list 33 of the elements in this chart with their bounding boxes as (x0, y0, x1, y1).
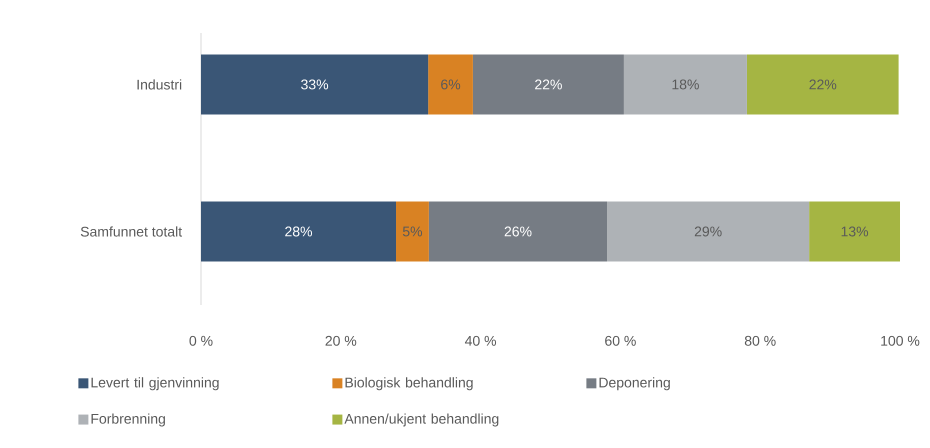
legend-label: Levert til gjenvinning (92, 377, 219, 390)
bar (201, 54, 428, 114)
data-label: 5% (402, 226, 422, 236)
legend-label: Forbrenning (92, 413, 165, 426)
bar (472, 54, 624, 114)
bar (746, 54, 899, 114)
y-tick-label: Industri (138, 79, 182, 90)
data-label: 13% (842, 226, 868, 236)
legend-label: Deponering (600, 377, 670, 390)
x-tick-label: 100 % (881, 336, 920, 346)
data-label: 29% (694, 226, 722, 236)
data-label: 33% (301, 79, 328, 90)
data-label: 22% (809, 80, 836, 90)
data-label: 18% (672, 79, 699, 90)
data-label: 26% (504, 226, 532, 236)
data-label: 6% (441, 79, 460, 90)
bar (201, 201, 396, 262)
x-tick-label: 40 % (464, 336, 496, 346)
legend-label: Annen/ukjent behandling (344, 413, 498, 426)
x-tick-label: 60 % (605, 336, 636, 346)
bar (624, 54, 747, 114)
bar (428, 201, 608, 262)
y-tick-label: Samfunnet totalt (80, 226, 182, 237)
data-label: 28% (285, 226, 312, 236)
x-tick-label: 0 % (189, 336, 213, 346)
data-label: 22% (535, 80, 562, 90)
bar (607, 201, 810, 262)
legend-label: Biologisk behandling (346, 377, 473, 390)
x-tick-label: 20 % (326, 336, 356, 346)
x-tick-label: 80 % (744, 336, 776, 346)
bar (396, 201, 429, 262)
bar (428, 54, 473, 114)
bar (809, 201, 900, 262)
